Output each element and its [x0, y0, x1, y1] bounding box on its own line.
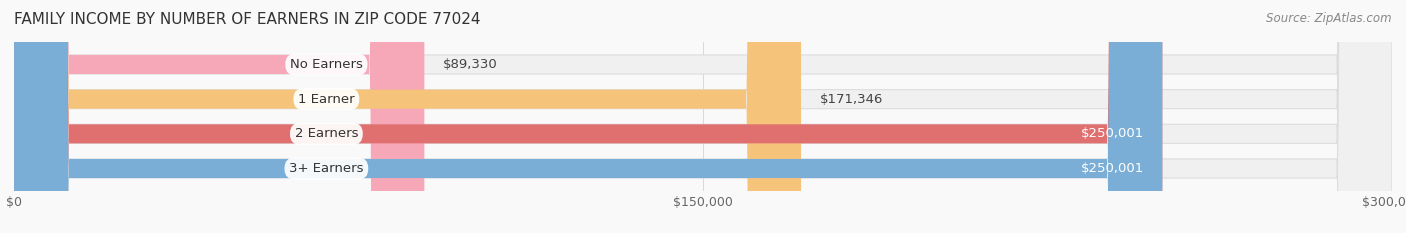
Text: FAMILY INCOME BY NUMBER OF EARNERS IN ZIP CODE 77024: FAMILY INCOME BY NUMBER OF EARNERS IN ZI…	[14, 12, 481, 27]
FancyBboxPatch shape	[14, 0, 1163, 233]
Text: 2 Earners: 2 Earners	[295, 127, 359, 140]
Text: 3+ Earners: 3+ Earners	[290, 162, 364, 175]
Text: 1 Earner: 1 Earner	[298, 93, 354, 106]
Text: $250,001: $250,001	[1081, 162, 1144, 175]
Text: $250,001: $250,001	[1081, 127, 1144, 140]
Text: $171,346: $171,346	[820, 93, 883, 106]
FancyBboxPatch shape	[14, 0, 1392, 233]
FancyBboxPatch shape	[14, 0, 801, 233]
FancyBboxPatch shape	[14, 0, 425, 233]
FancyBboxPatch shape	[14, 0, 1392, 233]
FancyBboxPatch shape	[14, 0, 1163, 233]
Text: Source: ZipAtlas.com: Source: ZipAtlas.com	[1267, 12, 1392, 25]
Text: $89,330: $89,330	[443, 58, 498, 71]
FancyBboxPatch shape	[14, 0, 1392, 233]
FancyBboxPatch shape	[14, 0, 1392, 233]
Text: No Earners: No Earners	[290, 58, 363, 71]
